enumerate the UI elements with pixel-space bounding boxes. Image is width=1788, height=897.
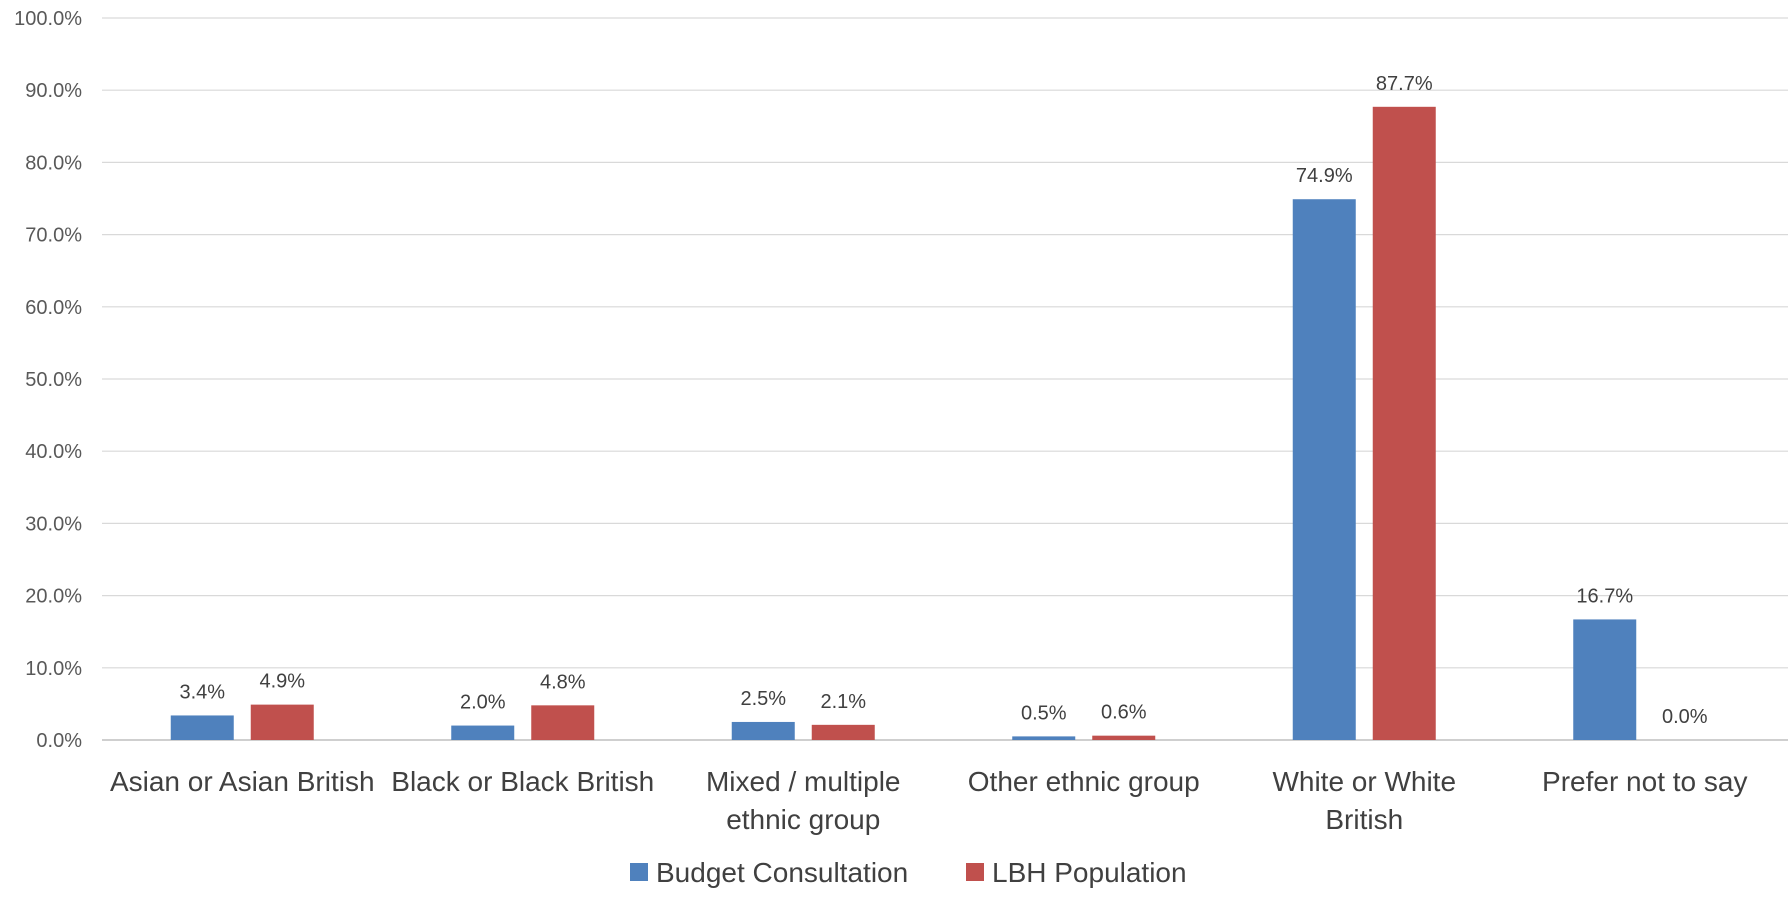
y-tick-label: 80.0%	[25, 152, 82, 174]
data-label: 0.6%	[1101, 702, 1147, 724]
y-tick-label: 0.0%	[36, 730, 82, 752]
legend-label: LBH Population	[992, 857, 1187, 888]
x-tick-label-line: Asian or Asian British	[110, 766, 375, 797]
y-tick-label: 70.0%	[25, 225, 82, 247]
data-label: 2.1%	[820, 691, 866, 713]
data-label: 0.0%	[1662, 706, 1708, 728]
legend-label: Budget Consultation	[656, 857, 908, 888]
data-label: 3.4%	[179, 681, 225, 703]
x-tick-label-line: British	[1325, 804, 1403, 835]
y-tick-label: 60.0%	[25, 297, 82, 319]
y-tick-label: 40.0%	[25, 441, 82, 463]
y-tick-label: 30.0%	[25, 513, 82, 535]
bar	[811, 724, 875, 740]
x-tick-label: Asian or Asian British	[110, 766, 375, 797]
y-tick-label: 10.0%	[25, 658, 82, 680]
data-label: 87.7%	[1376, 73, 1433, 95]
x-tick-label-line: Mixed / multiple	[706, 766, 901, 797]
legend-swatch	[630, 863, 648, 881]
x-tick-label: Mixed / multiple ethnic group	[706, 766, 901, 835]
x-tick-label-line: Other ethnic group	[968, 766, 1200, 797]
data-label: 0.5%	[1021, 702, 1067, 724]
x-tick-label: Other ethnic group	[968, 766, 1200, 797]
y-tick-label: 90.0%	[25, 80, 82, 102]
bar	[451, 725, 515, 740]
legend-swatch	[966, 863, 984, 881]
bar	[1292, 199, 1356, 741]
bar	[731, 721, 795, 740]
y-tick-label: 50.0%	[25, 369, 82, 391]
data-label: 4.8%	[540, 671, 586, 693]
bar	[250, 704, 314, 740]
x-tick-label-line: ethnic group	[726, 804, 880, 835]
x-tick-label-line: Prefer not to say	[1542, 766, 1747, 797]
bar	[531, 705, 595, 740]
x-tick-label-line: Black or Black British	[391, 766, 654, 797]
x-tick-label: Black or Black British	[391, 766, 654, 797]
bar	[1372, 106, 1436, 740]
data-label: 74.9%	[1296, 165, 1353, 187]
data-label: 2.0%	[460, 692, 506, 714]
y-tick-label: 20.0%	[25, 586, 82, 608]
bar	[170, 715, 234, 740]
y-tick-label: 100.0%	[14, 8, 82, 30]
x-tick-label: White or White British	[1272, 766, 1456, 835]
data-label: 16.7%	[1576, 585, 1633, 607]
x-tick-label-line: White or White	[1272, 766, 1456, 797]
bar	[1092, 735, 1156, 740]
x-tick-label: Prefer not to say	[1542, 766, 1747, 797]
data-label: 4.9%	[259, 671, 305, 693]
data-label: 2.5%	[740, 688, 786, 710]
bar	[1573, 619, 1637, 740]
bar	[1012, 736, 1076, 740]
